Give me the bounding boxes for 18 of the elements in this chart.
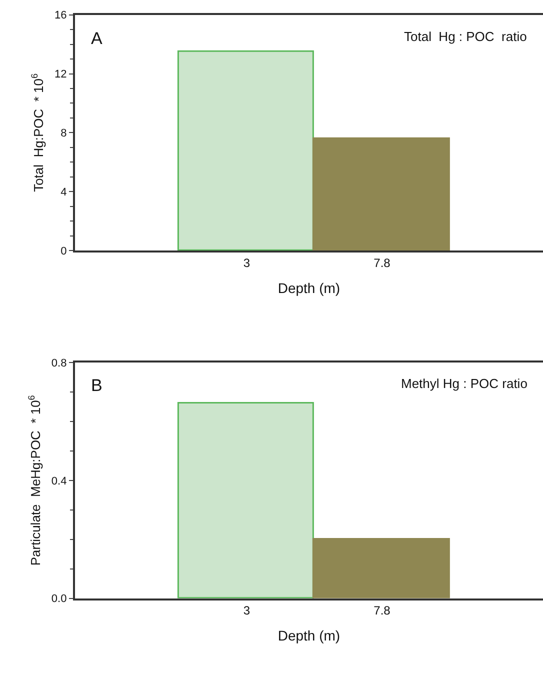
y-tick-label: 16 bbox=[54, 10, 67, 22]
x-tick-label: 3 bbox=[243, 604, 250, 618]
y-tick-label: 0.8 bbox=[51, 357, 67, 370]
y-tick-label: 0 bbox=[60, 245, 67, 258]
x-tick-label: 7.8 bbox=[374, 256, 391, 270]
y-tick-label: 0.0 bbox=[51, 593, 67, 606]
annotation: A bbox=[91, 29, 103, 48]
y-tick-label: 0.4 bbox=[51, 475, 67, 488]
y-tick-label: 4 bbox=[60, 186, 67, 198]
y-tick-label: 8 bbox=[60, 128, 67, 140]
annotation: Methyl Hg : POC ratio bbox=[401, 376, 528, 391]
annotation: Total Hg : POC ratio bbox=[404, 29, 527, 44]
x-axis-title: Depth (m) bbox=[278, 280, 340, 296]
annotation: B bbox=[91, 376, 102, 395]
y-tick-label: 12 bbox=[54, 68, 67, 81]
x-tick-label: 7.8 bbox=[374, 604, 391, 618]
x-tick-label: 3 bbox=[243, 256, 250, 270]
x-axis-title: Depth (m) bbox=[278, 627, 340, 644]
